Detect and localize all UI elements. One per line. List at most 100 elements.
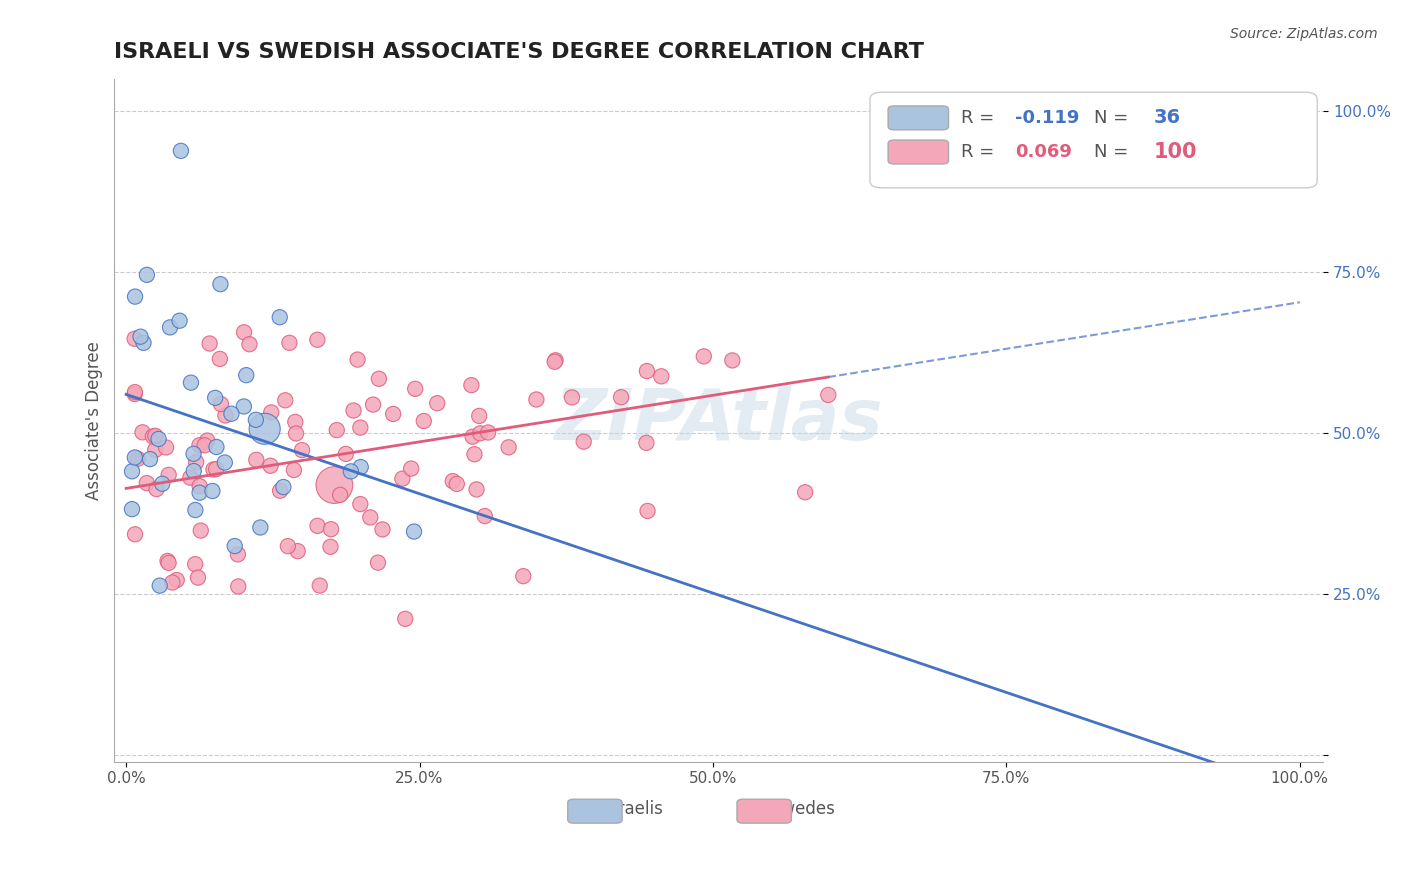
Point [132, 335, 155, 350]
Point [170, 144, 193, 158]
Point [561, 391, 583, 405]
Point [205, 440, 228, 454]
Point [326, 423, 349, 437]
Point [283, 463, 305, 477]
Point [195, 434, 218, 448]
Point [273, 480, 295, 494]
Point [187, 571, 209, 585]
Point [156, 554, 179, 568]
Point [245, 452, 267, 467]
Text: Source: ZipAtlas.com: Source: ZipAtlas.com [1230, 27, 1378, 41]
Point [335, 447, 357, 461]
Point [184, 557, 207, 571]
Point [233, 326, 256, 340]
Point [277, 539, 299, 553]
Point [291, 443, 314, 458]
Text: 100: 100 [1154, 142, 1198, 161]
Point [269, 483, 291, 498]
Point [169, 314, 191, 328]
Point [135, 476, 157, 491]
Point [190, 524, 212, 538]
Point [224, 539, 246, 553]
Point [693, 350, 716, 364]
Point [131, 425, 153, 440]
Point [721, 353, 744, 368]
Point [308, 578, 330, 592]
Point [636, 435, 658, 450]
Point [367, 556, 389, 570]
Point [512, 569, 534, 583]
FancyBboxPatch shape [568, 799, 621, 823]
Point [650, 369, 672, 384]
Point [121, 502, 143, 516]
FancyBboxPatch shape [737, 799, 792, 823]
Point [245, 413, 267, 427]
Point [183, 447, 205, 461]
Point [544, 353, 567, 368]
Point [446, 476, 468, 491]
Point [349, 497, 371, 511]
Point [194, 438, 217, 452]
Point [139, 452, 162, 467]
Point [426, 396, 449, 410]
Point [498, 440, 520, 454]
Point [150, 476, 173, 491]
Point [350, 460, 373, 475]
Point [460, 378, 482, 392]
Point [235, 368, 257, 383]
Point [180, 376, 202, 390]
Point [349, 420, 371, 434]
Point [179, 470, 201, 484]
Point [394, 612, 416, 626]
Point [183, 464, 205, 478]
Text: R =: R = [960, 143, 1000, 161]
Text: ISRAELI VS SWEDISH ASSOCIATE'S DEGREE CORRELATION CHART: ISRAELI VS SWEDISH ASSOCIATE'S DEGREE CO… [114, 42, 924, 62]
Point [329, 488, 352, 502]
Point [188, 485, 211, 500]
Point [404, 382, 426, 396]
Point [202, 462, 225, 476]
Point [127, 451, 149, 466]
Point [205, 462, 228, 476]
Point [204, 391, 226, 405]
Point [208, 351, 231, 366]
Point [359, 510, 381, 524]
Point [319, 522, 342, 536]
Point [129, 329, 152, 343]
Point [259, 458, 281, 473]
Point [637, 504, 659, 518]
Point [124, 527, 146, 541]
Point [214, 409, 236, 423]
Point [572, 434, 595, 449]
Point [221, 407, 243, 421]
FancyBboxPatch shape [889, 106, 949, 130]
Text: Israelis: Israelis [605, 800, 664, 819]
Point [610, 390, 633, 404]
Point [361, 398, 384, 412]
Point [157, 556, 180, 570]
Text: N =: N = [1094, 109, 1133, 127]
Point [794, 485, 817, 500]
Point [201, 483, 224, 498]
Point [441, 474, 464, 488]
Point [402, 524, 425, 539]
Point [269, 310, 291, 325]
Point [287, 544, 309, 558]
Point [124, 332, 146, 346]
Point [198, 336, 221, 351]
Point [143, 429, 166, 443]
Point [307, 518, 329, 533]
Point [544, 355, 567, 369]
Point [367, 372, 389, 386]
Point [340, 464, 363, 478]
Point [148, 432, 170, 446]
Point [342, 403, 364, 417]
Text: N =: N = [1094, 143, 1133, 161]
Point [209, 397, 232, 411]
Point [399, 461, 422, 475]
Point [155, 441, 177, 455]
Point [285, 426, 308, 441]
Text: 0.069: 0.069 [1015, 143, 1071, 161]
Point [284, 415, 307, 429]
Point [465, 483, 488, 497]
